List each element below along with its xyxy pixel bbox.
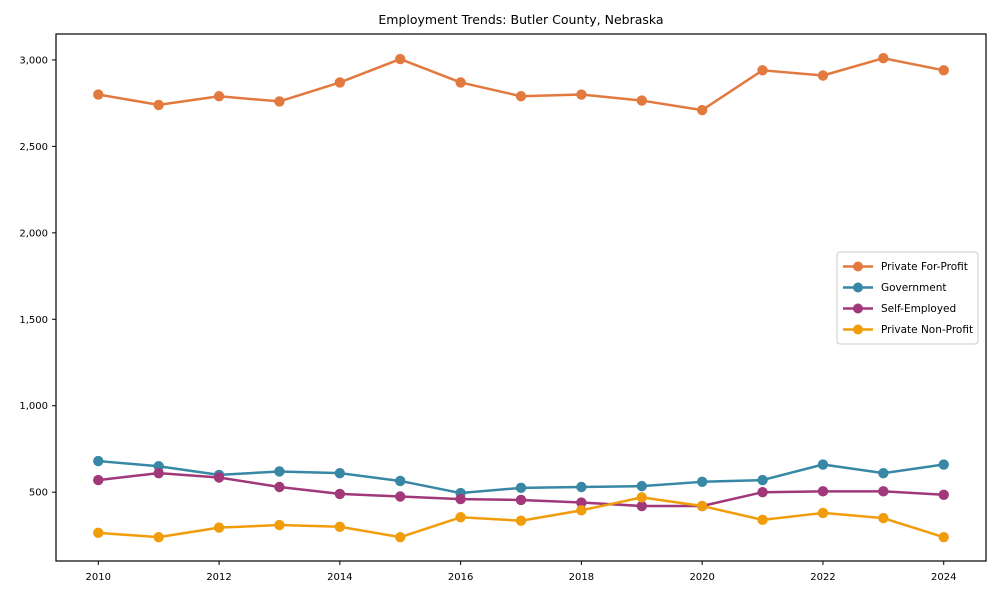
data-point: [455, 77, 466, 88]
data-point: [576, 497, 587, 508]
data-point: [636, 500, 647, 512]
data-point: [334, 488, 346, 500]
legend-marker: [853, 261, 863, 272]
data-point: [938, 531, 949, 543]
data-point: [515, 482, 527, 494]
data-point: [938, 489, 949, 500]
data-point: [757, 486, 768, 498]
data-point: [696, 104, 708, 116]
data-point: [757, 474, 768, 486]
series-line-private-for-profit: [97, 56, 945, 112]
data-point: [757, 65, 768, 76]
data-point: [515, 494, 527, 506]
data-point: [334, 521, 346, 532]
x-tick-label: 2014: [327, 572, 352, 583]
x-tick-label: 2010: [86, 572, 111, 583]
x-tick-label: 2022: [810, 572, 835, 583]
data-point: [696, 500, 708, 512]
data-point: [395, 475, 406, 487]
data-point: [636, 480, 647, 492]
legend-box: [836, 251, 979, 345]
x-tick-label: 2020: [689, 572, 714, 583]
legend-marker: [853, 303, 863, 314]
legend-marker: [853, 324, 863, 335]
data-point: [878, 467, 889, 479]
data-point: [274, 466, 285, 477]
data-point: [878, 512, 889, 524]
legend-item-label: Self-Employed: [881, 303, 956, 315]
x-tick-label: 2018: [569, 572, 594, 583]
x-tick-label: 2024: [931, 572, 956, 583]
data-point: [93, 89, 104, 100]
data-point: [576, 481, 587, 493]
data-point: [515, 515, 527, 526]
data-point: [938, 459, 949, 470]
legend: Private For-Profit Government Self-Employe…: [836, 251, 979, 345]
data-point: [274, 481, 285, 493]
data-point: [696, 476, 708, 488]
data-point: [93, 474, 104, 486]
data-point: [636, 492, 647, 503]
y-tick-label: 500: [29, 488, 48, 499]
data-point: [395, 531, 406, 543]
legend-item-label: Private For-Profit: [881, 261, 968, 273]
data-point: [636, 95, 647, 106]
data-point: [153, 531, 164, 543]
legend-item-label: Government: [881, 282, 946, 294]
data-point: [455, 512, 466, 523]
data-point: [576, 89, 587, 100]
legend-marker: [853, 282, 863, 293]
data-point: [515, 91, 527, 102]
data-point: [93, 527, 104, 539]
plot-frame: [55, 33, 987, 562]
y-tick-label: 3,000: [19, 55, 48, 66]
data-point: [395, 53, 406, 65]
data-point: [817, 507, 829, 519]
plot-area: 500 1,000 1,500 2,000 2,500 3,000 2010 2012 2014…: [19, 33, 987, 583]
data-point: [213, 91, 225, 102]
y-tick-label: 2,500: [19, 142, 48, 153]
chart-title: Employment Trends: Butler County, Nebras…: [378, 12, 663, 27]
legend-item-label: Private Non-Profit: [881, 324, 973, 336]
data-point: [938, 65, 949, 76]
data-point: [274, 96, 285, 107]
data-point: [757, 514, 768, 526]
data-point: [817, 459, 829, 470]
data-point: [213, 522, 225, 533]
data-point: [395, 491, 406, 502]
x-tick-label: 2012: [206, 572, 231, 583]
data-point: [817, 70, 829, 81]
data-point: [455, 493, 466, 505]
data-point: [213, 472, 225, 483]
y-tick-label: 1,000: [19, 401, 48, 412]
x-tick-label: 2016: [448, 572, 473, 583]
data-point: [878, 53, 889, 64]
y-tick-label: 1,500: [19, 315, 48, 326]
data-point: [153, 467, 164, 479]
y-tick-label: 2,000: [19, 228, 48, 239]
data-point: [153, 99, 164, 111]
data-point: [334, 77, 346, 88]
data-point: [576, 505, 587, 516]
data-point: [817, 486, 829, 497]
data-point: [274, 519, 285, 531]
data-point: [93, 455, 104, 467]
data-point: [878, 486, 889, 497]
data-point: [334, 467, 346, 479]
